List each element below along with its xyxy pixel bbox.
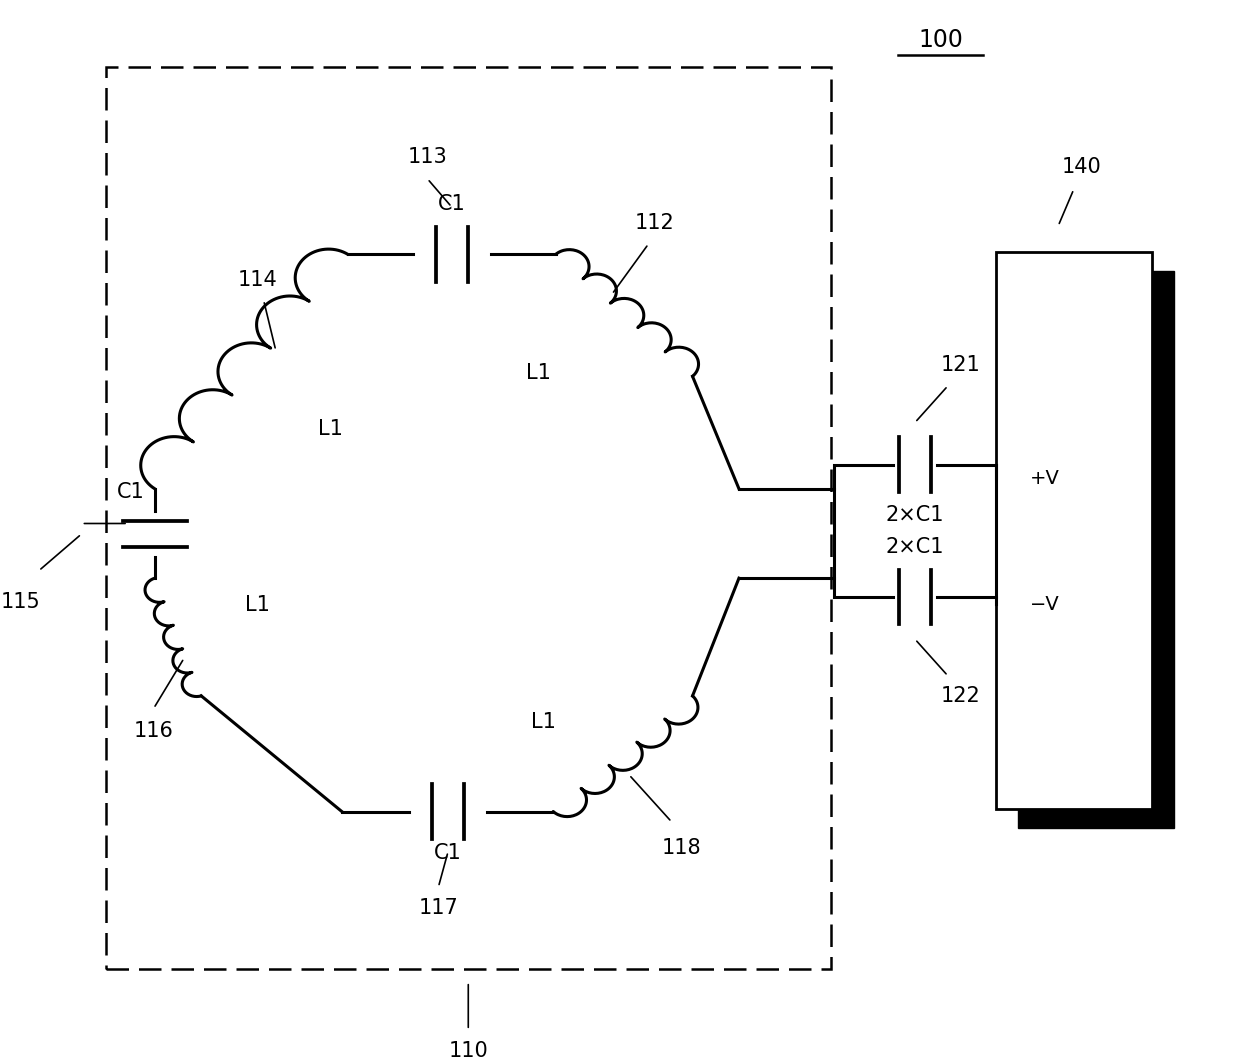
Text: 122: 122 xyxy=(940,687,980,707)
Text: L1: L1 xyxy=(319,420,343,439)
Text: 2×C1: 2×C1 xyxy=(885,505,944,524)
Text: 100: 100 xyxy=(918,28,963,52)
Text: 115: 115 xyxy=(0,592,40,612)
Text: 140: 140 xyxy=(1061,156,1101,176)
Text: 110: 110 xyxy=(449,1041,489,1061)
Text: 118: 118 xyxy=(662,838,702,858)
Text: 116: 116 xyxy=(134,721,174,741)
Bar xyxy=(105,67,831,969)
Text: C1: C1 xyxy=(434,843,463,863)
Text: 112: 112 xyxy=(635,214,675,234)
Bar xyxy=(996,252,1152,809)
Text: 114: 114 xyxy=(238,270,278,289)
Text: −V: −V xyxy=(1030,595,1060,614)
Text: L1: L1 xyxy=(246,595,270,615)
Text: L1: L1 xyxy=(526,364,551,383)
Text: +V: +V xyxy=(1030,469,1060,488)
Text: 113: 113 xyxy=(408,147,448,167)
Text: C1: C1 xyxy=(117,483,144,503)
Text: 2×C1: 2×C1 xyxy=(885,537,944,557)
Text: 117: 117 xyxy=(418,898,459,917)
Text: L1: L1 xyxy=(531,712,556,732)
Text: 121: 121 xyxy=(940,355,980,375)
Bar xyxy=(1018,271,1174,828)
Text: C1: C1 xyxy=(438,195,466,215)
